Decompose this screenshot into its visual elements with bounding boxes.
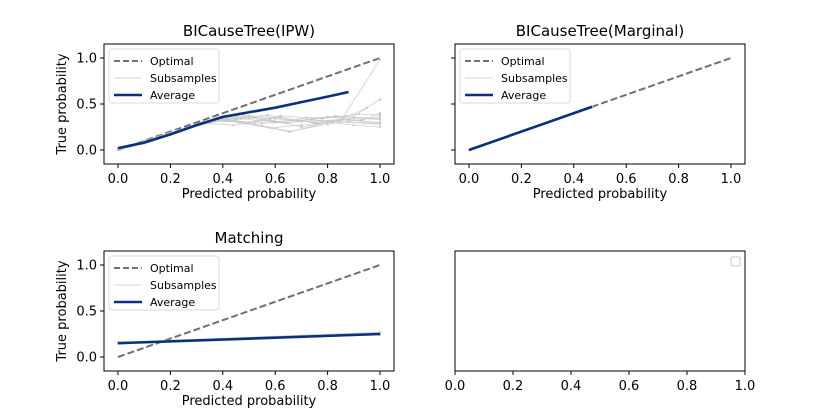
subsample-point [284, 122, 287, 125]
average-line [468, 105, 593, 152]
subsample-point [260, 122, 264, 125]
x-tick-label: 0.2 [160, 379, 181, 394]
subsample-point [378, 98, 382, 101]
legend-label: Subsamples [150, 72, 217, 85]
x-axis-label: Predicted probability [182, 394, 317, 409]
legend-label: Average [150, 89, 195, 102]
x-tick-label: 0.6 [265, 379, 286, 394]
legend-box [108, 48, 220, 104]
subsample-point [266, 113, 269, 117]
subplot-3: 0.0 0.2 0.4 0.6 0.8 1.0 0.0 0.5 1.0 Matching Predi… [55, 229, 395, 409]
subsample-point [378, 115, 382, 119]
x-tick-label: 1.0 [370, 172, 391, 187]
subsample-point [378, 112, 382, 115]
subsample-point [378, 125, 382, 129]
subsample-point [297, 119, 300, 122]
axes-frame [454, 250, 746, 372]
subsample-point [378, 122, 382, 125]
subsample-point [232, 123, 235, 127]
x-tick-label: 0.8 [668, 172, 689, 187]
legend-label: Optimal [150, 262, 194, 275]
subsample-point [247, 114, 251, 118]
subsample-point [279, 114, 282, 118]
subsample-point [234, 118, 238, 121]
legend-label: Optimal [501, 55, 545, 68]
subplot-title: BICauseTree(IPW) [183, 22, 315, 40]
legend-label: Subsamples [150, 279, 217, 292]
x-tick-label: 1.0 [370, 379, 391, 394]
x-tick-label: 0.4 [563, 172, 584, 187]
plot-area [116, 264, 382, 358]
x-axis-label: Predicted probability [182, 187, 317, 202]
x-axis-label: Predicted probability [533, 187, 668, 202]
x-tick-label: 0.6 [619, 379, 640, 394]
legend: Optimal Subsamples Average [459, 48, 571, 104]
average-line [117, 332, 381, 345]
x-tick-label: 0.8 [317, 379, 338, 394]
y-axis-label: True probability [55, 260, 70, 362]
legend: Optimal Subsamples Average [108, 255, 220, 311]
subsample-point [289, 130, 293, 133]
x-tick-label: 0.0 [108, 172, 129, 187]
subsample-point [347, 118, 350, 121]
subsample-point [237, 121, 240, 124]
average-line [117, 90, 349, 150]
legend-label: Average [501, 89, 546, 102]
x-tick-label: 0.6 [616, 172, 637, 187]
x-tick-label: 0.2 [511, 172, 532, 187]
y-tick-label: 1.0 [76, 52, 97, 67]
legend: Optimal Subsamples Average [108, 48, 220, 104]
subsample-point [274, 121, 277, 124]
subsample-point [331, 120, 335, 123]
x-tick-label: 1.0 [735, 379, 756, 394]
subsample-point [305, 116, 308, 120]
subsample-point [300, 125, 303, 129]
x-tick-label: 0.0 [459, 172, 480, 187]
subsample-point [268, 126, 272, 130]
x-tick-label: 0.2 [503, 379, 524, 394]
subplot-2: 0.0 0.2 0.4 0.6 0.8 1.0 BICauseTree(Marginal) P… [451, 22, 746, 202]
subplot-1: 0.0 0.2 0.4 0.6 0.8 1.0 0.0 0.5 1.0 BICauseTree(I… [55, 22, 395, 202]
x-tick-label: 0.6 [265, 172, 286, 187]
subsample-point [360, 119, 363, 122]
x-tick-label: 0.8 [317, 172, 338, 187]
legend-label: Optimal [150, 55, 194, 68]
subsample-point [352, 123, 355, 127]
subplot-title: BICauseTree(Marginal) [516, 22, 684, 40]
x-tick-label: 0.2 [160, 172, 181, 187]
x-tick-label: 0.4 [212, 379, 233, 394]
subsample-point [274, 117, 277, 120]
y-tick-label: 0.5 [76, 98, 97, 113]
subsample-point [334, 114, 337, 118]
y-tick-label: 0.5 [76, 305, 97, 320]
x-tick-label: 0.0 [108, 379, 129, 394]
x-tick-label: 0.4 [212, 172, 233, 187]
optimal-line [117, 57, 381, 151]
y-tick-label: 1.0 [76, 259, 97, 274]
x-tick-label: 0.4 [561, 379, 582, 394]
y-tick-label: 0.0 [76, 144, 97, 159]
subplot-title: Matching [215, 229, 284, 247]
subsample-line [117, 120, 381, 150]
legend-label: Average [150, 296, 195, 309]
legend-box [730, 256, 741, 267]
subsample-point [300, 123, 303, 127]
x-tick-label: 0.0 [445, 379, 466, 394]
plot-area [116, 57, 382, 152]
subsample-point [378, 113, 382, 117]
subsample-point [378, 58, 382, 62]
subsample-point [326, 123, 329, 126]
x-tick-label: 1.0 [721, 172, 742, 187]
subplot-4: 0.0 0.2 0.4 0.6 0.8 1.0 [445, 250, 756, 394]
legend-box [459, 48, 571, 104]
plot-area [467, 57, 732, 152]
x-tick-label: 0.8 [677, 379, 698, 394]
y-tick-label: 0.0 [76, 351, 97, 366]
subsample-point [378, 117, 382, 120]
legend-box [108, 255, 220, 311]
legend [730, 256, 741, 267]
legend-label: Subsamples [501, 72, 568, 85]
y-axis-label: True probability [55, 53, 70, 155]
